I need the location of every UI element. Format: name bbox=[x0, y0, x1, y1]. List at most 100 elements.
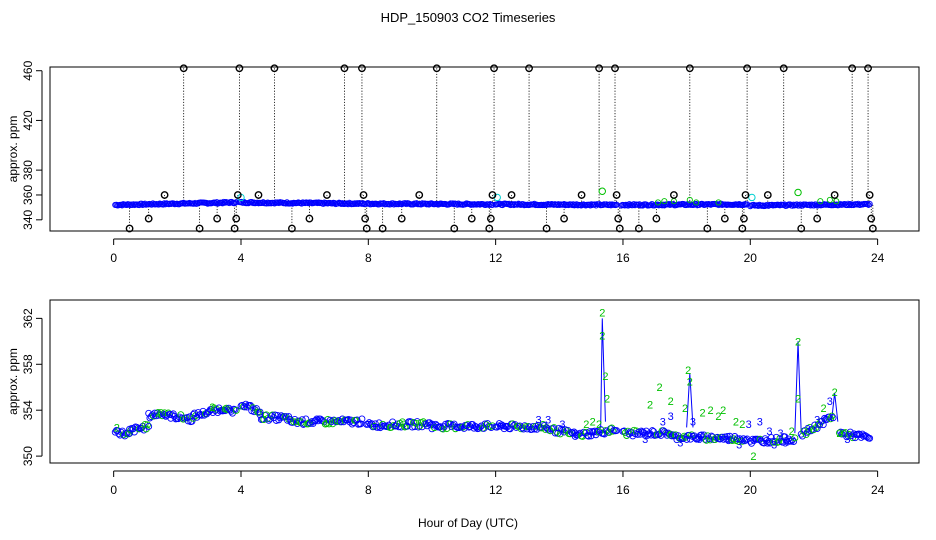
spike-point bbox=[415, 191, 424, 199]
co2-point bbox=[516, 201, 523, 208]
top-x-tick-label: 8 bbox=[365, 251, 372, 265]
top-y-tick-label: 360 bbox=[21, 185, 35, 205]
spike-point bbox=[525, 64, 533, 73]
co2-point-green bbox=[654, 199, 662, 206]
spike-point bbox=[615, 224, 624, 233]
mark-label-2: 2 bbox=[820, 403, 826, 415]
co2-point bbox=[331, 199, 338, 207]
spike-point bbox=[288, 224, 296, 233]
co2-point bbox=[609, 427, 617, 435]
co2-point bbox=[355, 200, 362, 207]
co2-point bbox=[326, 416, 334, 424]
co2-point bbox=[654, 201, 661, 208]
spike-point bbox=[797, 224, 806, 233]
co2-point bbox=[358, 415, 366, 423]
top-plot: 0 4 8 12 16 20 24 340 360 380 420 460 approx. ppm bbox=[6, 60, 920, 265]
spike-trace bbox=[686, 373, 694, 428]
co2-point-green bbox=[693, 199, 700, 206]
spike-point bbox=[488, 191, 497, 199]
co2-point bbox=[734, 201, 742, 208]
co2-point bbox=[220, 198, 227, 206]
co2-point bbox=[454, 201, 461, 208]
co2-point bbox=[543, 201, 551, 208]
mark-label-2: 2 bbox=[687, 377, 693, 389]
co2-point bbox=[864, 200, 871, 208]
mark-label-3: 3 bbox=[777, 428, 783, 440]
mark-label-3: 3 bbox=[814, 414, 820, 426]
co2-point bbox=[667, 201, 674, 209]
mark-label-2: 2 bbox=[209, 402, 215, 414]
flagged-point bbox=[794, 188, 802, 197]
top-x-tick-label: 24 bbox=[871, 251, 885, 265]
bottom-x-tick-label: 12 bbox=[489, 483, 503, 497]
top-y-tick-label: 340 bbox=[21, 209, 35, 229]
mark-label-3: 3 bbox=[696, 434, 702, 446]
mark-label-3: 3 bbox=[545, 414, 551, 426]
spike-point bbox=[865, 191, 874, 199]
co2-point bbox=[251, 199, 258, 206]
spike-point bbox=[740, 214, 748, 223]
co2-point bbox=[325, 420, 333, 428]
co2-point bbox=[829, 414, 837, 422]
co2-point bbox=[428, 420, 436, 428]
co2-point bbox=[570, 201, 577, 208]
co2-point bbox=[203, 199, 210, 207]
mark-label-2: 2 bbox=[155, 407, 161, 419]
co2-point-green bbox=[826, 196, 833, 203]
co2-point bbox=[533, 425, 541, 433]
co2-point bbox=[162, 201, 169, 208]
co2-point bbox=[259, 199, 266, 207]
mark-label-2: 2 bbox=[602, 371, 608, 383]
co2-point bbox=[591, 201, 598, 208]
co2-point bbox=[299, 420, 307, 428]
bottom-y-axis-title: approx. ppm bbox=[6, 348, 20, 415]
co2-point bbox=[248, 198, 255, 206]
co2-point bbox=[161, 409, 169, 417]
spike-point bbox=[669, 191, 678, 199]
co2-point bbox=[554, 201, 561, 209]
top-y-tick-label: 380 bbox=[21, 160, 35, 180]
co2-point bbox=[389, 200, 396, 207]
bottom-y-tick-label: 354 bbox=[21, 400, 35, 420]
spike-point bbox=[358, 64, 366, 73]
spike-point bbox=[867, 214, 876, 223]
co2-point bbox=[742, 436, 750, 444]
mark-label-2: 2 bbox=[647, 399, 653, 411]
co2-point bbox=[865, 201, 872, 208]
co2-point bbox=[475, 424, 483, 432]
spike-point bbox=[595, 64, 603, 73]
top-y-tick-label: 460 bbox=[21, 60, 35, 80]
mark-label-3: 3 bbox=[757, 417, 763, 429]
co2-point bbox=[263, 200, 270, 207]
co2-point bbox=[866, 200, 873, 207]
co2-point bbox=[390, 201, 397, 208]
co2-point bbox=[160, 201, 167, 208]
x-axis-title: Hour of Day (UTC) bbox=[418, 516, 518, 530]
co2-point bbox=[586, 428, 594, 436]
spike-point bbox=[340, 64, 349, 73]
co2-point bbox=[509, 201, 516, 208]
mark-label-2: 2 bbox=[699, 407, 705, 419]
co2-point bbox=[740, 201, 747, 208]
co2-point bbox=[816, 421, 824, 429]
co2-point bbox=[371, 420, 379, 428]
co2-point bbox=[211, 199, 218, 206]
co2-point bbox=[561, 201, 568, 208]
bottom-x-tick-label: 0 bbox=[110, 483, 117, 497]
co2-point bbox=[313, 415, 321, 423]
co2-point bbox=[144, 421, 151, 429]
co2-point bbox=[685, 431, 693, 439]
co2-point bbox=[253, 405, 260, 412]
spike-point bbox=[652, 214, 661, 223]
co2-point bbox=[796, 202, 803, 209]
spike-point bbox=[634, 224, 643, 233]
co2-point bbox=[134, 424, 142, 432]
co2-point bbox=[390, 421, 398, 429]
spike-point bbox=[486, 214, 495, 223]
co2-point bbox=[585, 432, 593, 440]
mark-label-2: 2 bbox=[599, 331, 605, 343]
co2-point bbox=[155, 201, 162, 208]
co2-point bbox=[567, 201, 575, 208]
spike-point bbox=[179, 64, 188, 73]
spike-point bbox=[490, 64, 498, 73]
